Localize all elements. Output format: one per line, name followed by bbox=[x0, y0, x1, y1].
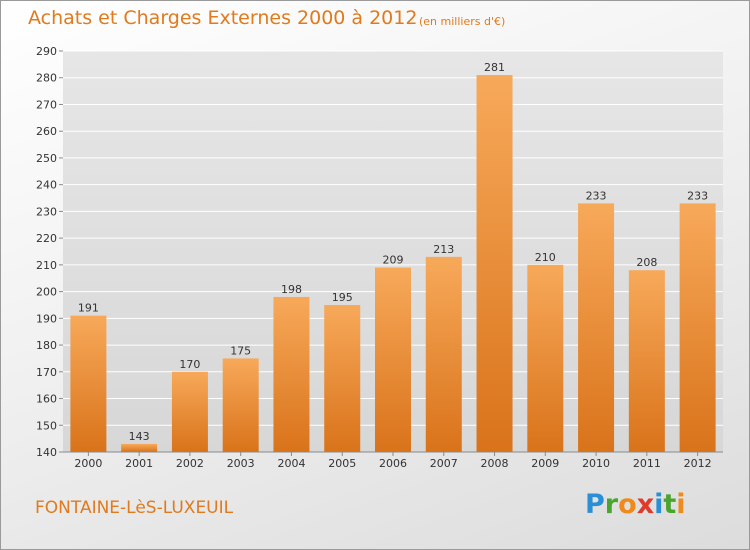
y-tick-label: 230 bbox=[36, 205, 57, 218]
x-tick-label: 2009 bbox=[531, 457, 559, 470]
bar-2010[interactable] bbox=[578, 203, 615, 452]
y-tick-label: 210 bbox=[36, 259, 57, 272]
logo-letter: x bbox=[636, 489, 655, 520]
bar-2011[interactable] bbox=[628, 270, 665, 452]
data-label: 198 bbox=[281, 283, 302, 296]
x-tick-label: 2001 bbox=[125, 457, 153, 470]
y-tick-label: 140 bbox=[36, 446, 57, 459]
data-label: 143 bbox=[129, 430, 150, 443]
y-tick-label: 250 bbox=[36, 152, 57, 165]
y-tick-label: 170 bbox=[36, 366, 57, 379]
x-tick-label: 2004 bbox=[277, 457, 305, 470]
data-label: 233 bbox=[586, 189, 607, 202]
y-tick-label: 220 bbox=[36, 232, 57, 245]
bar-2003[interactable] bbox=[222, 358, 259, 452]
data-label: 281 bbox=[484, 61, 505, 74]
logo-letter: P bbox=[585, 489, 605, 520]
x-tick-label: 2010 bbox=[582, 457, 610, 470]
y-tick-label: 240 bbox=[36, 179, 57, 192]
bar-2002[interactable] bbox=[171, 371, 208, 452]
x-axis-ticks: 2000 2001 2002 2003 2004 2005 2006 2007 2008 2009… bbox=[74, 452, 712, 470]
y-tick-label: 180 bbox=[36, 339, 57, 352]
bar-2008[interactable] bbox=[476, 75, 513, 452]
y-tick-label: 160 bbox=[36, 393, 57, 406]
y-axis-ticks: 140 150 160 170 180 190 200 210 220 230 240 250 260 2… bbox=[36, 45, 63, 459]
data-label: 195 bbox=[332, 291, 353, 304]
data-label: 208 bbox=[636, 256, 657, 269]
logo-letter: i bbox=[654, 489, 664, 520]
data-labels: 191 143 170 175 198 195 209 213 281 210 233 208 233 bbox=[78, 61, 708, 443]
x-tick-label: 2012 bbox=[684, 457, 712, 470]
chart-title: Achats et Charges Externes 2000 à 2012 bbox=[28, 7, 418, 29]
x-tick-label: 2005 bbox=[328, 457, 356, 470]
x-tick-label: 2006 bbox=[379, 457, 407, 470]
logo-letter: o bbox=[618, 489, 637, 520]
x-tick-label: 2008 bbox=[481, 457, 509, 470]
y-tick-label: 280 bbox=[36, 72, 57, 85]
x-tick-label: 2002 bbox=[176, 457, 204, 470]
y-tick-label: 150 bbox=[36, 419, 57, 432]
y-tick-label: 270 bbox=[36, 98, 57, 111]
town-name: FONTAINE-LèS-LUXEUIL bbox=[35, 498, 234, 518]
data-label: 170 bbox=[179, 358, 200, 371]
y-tick-label: 260 bbox=[36, 125, 57, 138]
bar-2012[interactable] bbox=[679, 203, 716, 452]
y-tick-label: 190 bbox=[36, 312, 57, 325]
x-tick-label: 2003 bbox=[227, 457, 255, 470]
proxiti-logo[interactable]: Proxiti bbox=[585, 489, 686, 520]
data-label: 210 bbox=[535, 251, 556, 264]
logo-letter: r bbox=[604, 489, 619, 520]
x-tick-label: 2011 bbox=[633, 457, 661, 470]
data-label: 233 bbox=[687, 189, 708, 202]
bar-2004[interactable] bbox=[273, 296, 310, 452]
logo-letter: t bbox=[663, 489, 677, 520]
bar-2005[interactable] bbox=[324, 304, 361, 452]
data-label: 191 bbox=[78, 302, 99, 315]
y-tick-label: 200 bbox=[36, 286, 57, 299]
bar-2006[interactable] bbox=[375, 267, 411, 452]
data-label: 213 bbox=[433, 243, 454, 256]
data-label: 175 bbox=[230, 344, 251, 357]
x-tick-label: 2007 bbox=[430, 457, 458, 470]
y-tick-label: 290 bbox=[36, 45, 57, 58]
bar-2009[interactable] bbox=[527, 264, 564, 452]
logo-letter: i bbox=[676, 489, 686, 520]
data-label: 209 bbox=[383, 254, 404, 267]
bar-2001[interactable] bbox=[121, 443, 158, 452]
bars bbox=[70, 75, 716, 452]
x-tick-label: 2000 bbox=[74, 457, 102, 470]
bar-2007[interactable] bbox=[425, 256, 462, 452]
chart-subtitle: (en milliers d'€) bbox=[419, 15, 506, 28]
bar-2000[interactable] bbox=[70, 315, 107, 452]
